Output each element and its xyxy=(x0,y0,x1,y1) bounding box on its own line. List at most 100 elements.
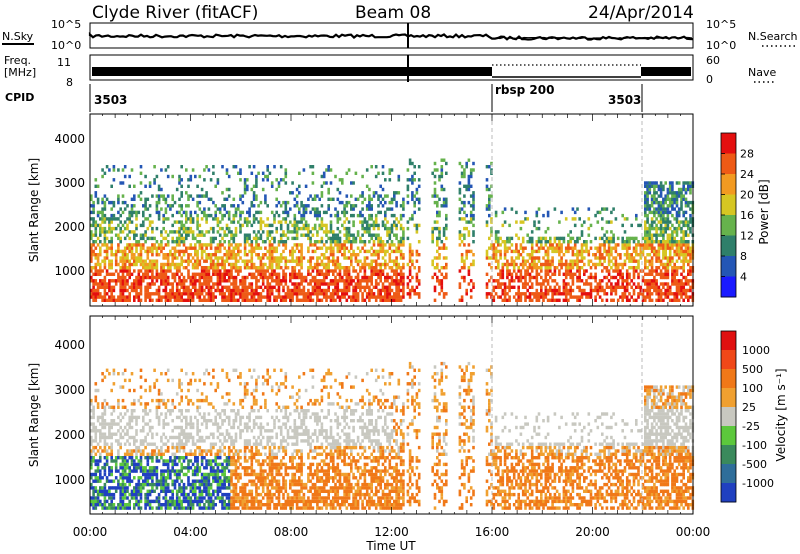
power-cell xyxy=(666,213,670,218)
power-cell xyxy=(677,285,681,289)
power-cell xyxy=(268,288,272,293)
power-cell xyxy=(101,174,104,179)
power-cell xyxy=(350,253,353,257)
power-cell xyxy=(144,233,147,237)
power-cell xyxy=(512,295,516,299)
power-cell xyxy=(402,266,405,270)
power-cell xyxy=(530,256,534,260)
power-cell xyxy=(442,204,446,208)
power-cell xyxy=(302,279,306,283)
power-cell xyxy=(526,217,529,221)
power-cell xyxy=(298,272,301,276)
power-cell xyxy=(657,220,661,224)
power-cell xyxy=(128,246,131,250)
power-ylabel: Slant Range [km] xyxy=(27,158,41,262)
power-cell xyxy=(682,288,685,293)
power-cell xyxy=(110,249,113,254)
power-cell xyxy=(248,233,251,237)
power-cell xyxy=(295,236,299,241)
power-cell xyxy=(239,217,242,221)
power-cell xyxy=(196,295,199,299)
power-cell xyxy=(282,243,285,247)
power-cell xyxy=(216,246,220,250)
power-cell xyxy=(178,210,181,215)
power-cell xyxy=(436,256,439,260)
power-cell xyxy=(336,288,340,293)
power-cell xyxy=(406,275,410,280)
power-cell xyxy=(512,266,516,270)
power-cell xyxy=(458,210,462,215)
power-cell xyxy=(492,249,496,254)
power-cell xyxy=(605,249,609,254)
velocity-cell xyxy=(103,405,107,409)
power-cell xyxy=(196,240,199,244)
power-cell xyxy=(411,161,414,166)
power-cell xyxy=(687,295,690,299)
velocity-cell xyxy=(121,506,125,510)
power-cell xyxy=(671,233,674,237)
nave-label: Nave xyxy=(748,66,776,79)
power-cell xyxy=(218,233,222,237)
power-cell xyxy=(537,240,541,244)
power-cell xyxy=(232,292,236,296)
power-cell xyxy=(666,292,670,296)
velocity-cell xyxy=(94,462,98,467)
power-cell xyxy=(246,262,249,267)
velocity-cell xyxy=(105,489,109,493)
power-cell xyxy=(675,243,679,247)
power-cell xyxy=(594,266,597,270)
power-cell xyxy=(374,165,378,169)
power-cell xyxy=(291,191,294,195)
power-cell xyxy=(275,279,278,283)
power-cell xyxy=(216,272,220,276)
power-cell xyxy=(322,174,326,179)
power-cell xyxy=(160,207,163,211)
power-cell xyxy=(641,298,645,302)
power-cell xyxy=(433,200,437,205)
velocity-cell xyxy=(117,469,120,473)
power-cell xyxy=(639,246,643,250)
velocity-cell xyxy=(94,469,98,473)
power-cell xyxy=(680,204,683,208)
power-cell xyxy=(221,292,224,296)
power-cell xyxy=(677,213,681,218)
power-cell xyxy=(472,262,475,267)
power-cell xyxy=(300,298,303,302)
power-cell xyxy=(440,240,444,244)
power-cell xyxy=(573,253,577,257)
power-cell xyxy=(318,256,321,260)
power-cell xyxy=(196,272,199,276)
power-cell xyxy=(485,223,489,228)
power-cell xyxy=(218,292,222,296)
power-cell xyxy=(365,223,369,228)
power-cell xyxy=(406,285,410,289)
power-cell xyxy=(646,226,649,231)
power-cell xyxy=(270,184,274,188)
power-cell xyxy=(196,213,199,218)
power-cell xyxy=(119,266,122,270)
power-cell xyxy=(361,275,364,280)
power-cell xyxy=(368,194,371,198)
power-cell xyxy=(329,220,333,224)
power-cell xyxy=(295,233,299,237)
power-cell xyxy=(293,197,297,201)
power-cell xyxy=(657,246,661,250)
velocity-cell xyxy=(96,489,100,493)
power-cell xyxy=(178,279,181,283)
power-cell xyxy=(230,220,233,224)
power-cell xyxy=(264,253,267,257)
power-cell xyxy=(657,240,661,244)
power-cell xyxy=(648,246,652,250)
power-cell xyxy=(508,298,511,302)
power-cell xyxy=(687,243,690,247)
power-cell xyxy=(377,262,380,267)
power-cell xyxy=(101,282,104,286)
power-cell xyxy=(433,298,437,302)
power-cell xyxy=(664,207,667,211)
power-cell xyxy=(601,226,604,231)
power-cell xyxy=(350,194,353,198)
power-cell xyxy=(528,272,532,276)
power-cell xyxy=(469,295,473,299)
power-cell xyxy=(180,165,183,169)
power-cell xyxy=(121,194,125,198)
